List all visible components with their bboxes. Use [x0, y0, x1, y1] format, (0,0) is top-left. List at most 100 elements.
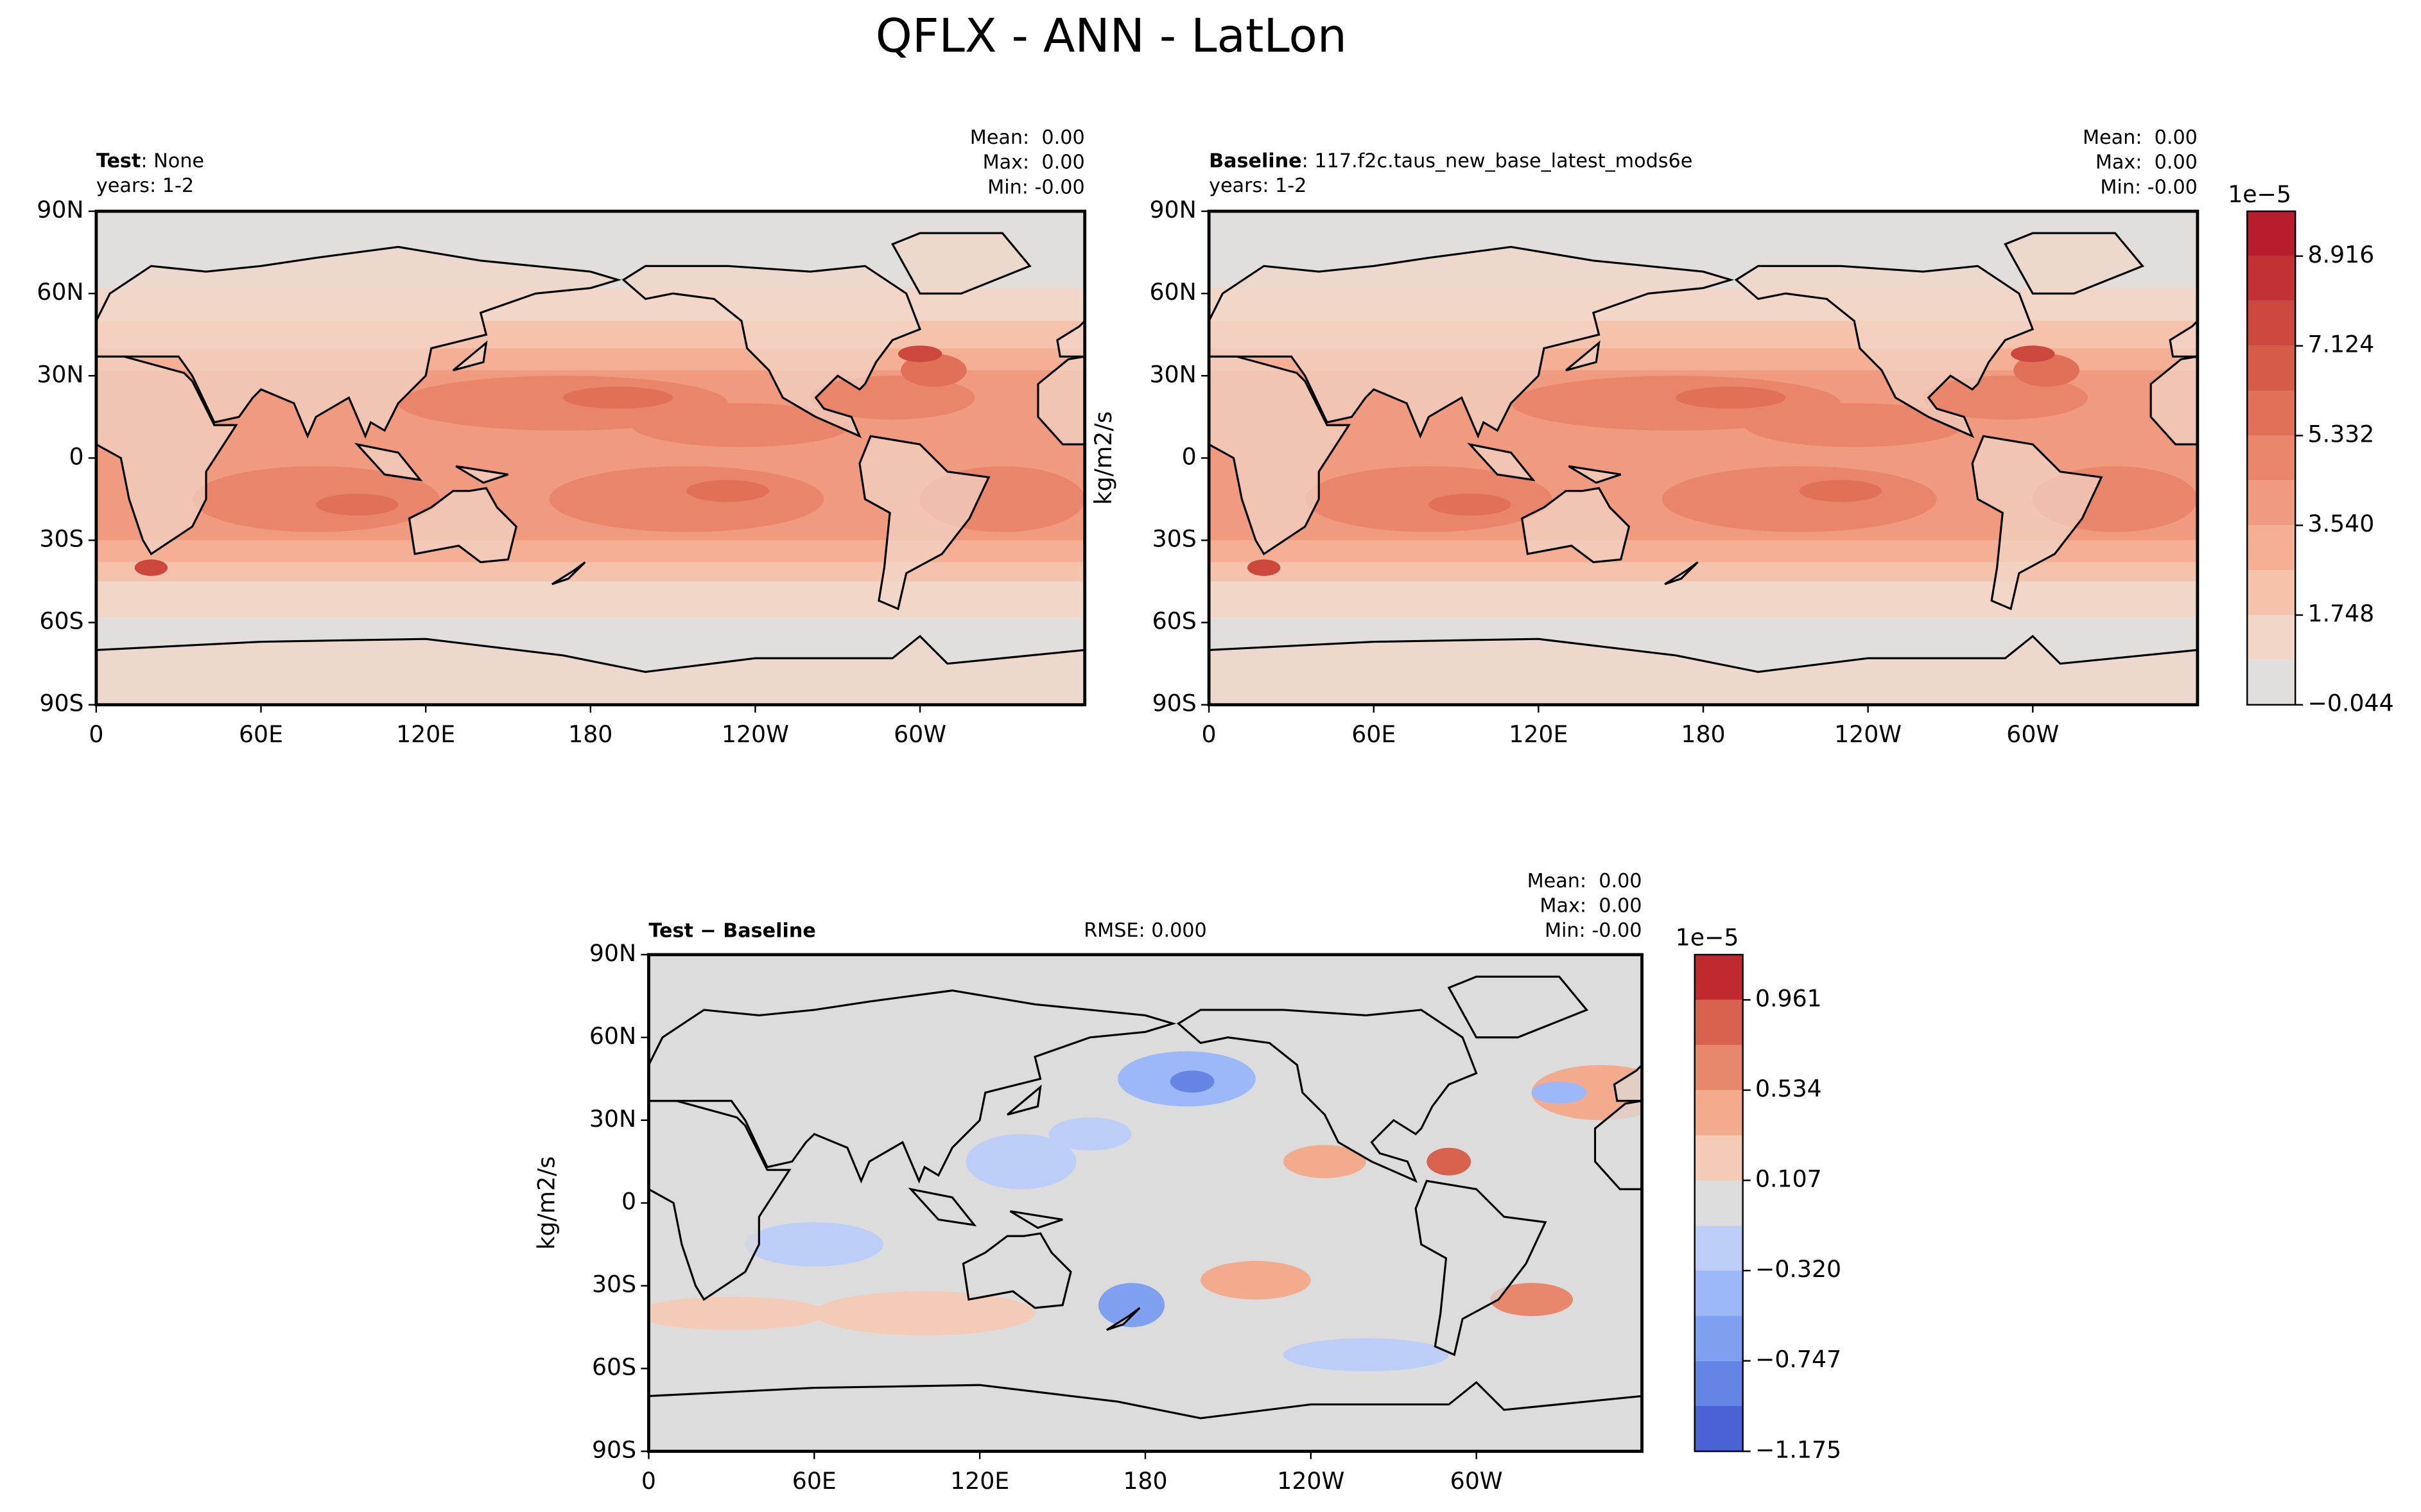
colorbar-band: [1694, 1406, 1743, 1452]
coastline: [1414, 1179, 1547, 1357]
coastline: [1037, 355, 1085, 446]
y-tick-label: 60N: [1149, 278, 1196, 306]
coastline: [648, 989, 1177, 1184]
x-tick-label: 60W: [2006, 720, 2059, 748]
field-blob: [1048, 1117, 1132, 1151]
x-tick-label: 120E: [396, 720, 455, 748]
colorbar-band: [2247, 525, 2296, 571]
x-tick-label: 0: [641, 1467, 656, 1495]
colorbar-tick-label: 5.332: [2308, 420, 2375, 448]
field-blob: [1170, 1070, 1215, 1093]
y-tick-label: 30S: [1152, 525, 1197, 552]
field-blob: [686, 480, 769, 502]
field-blob: [549, 466, 824, 532]
coastline: [354, 442, 423, 482]
colorbar-frame: [1694, 953, 1744, 1452]
field-blob: [1283, 1338, 1449, 1371]
coastline: [1971, 435, 2103, 611]
y-tick-label: 60N: [37, 278, 83, 306]
y-axis-label: kg/m2/s: [1089, 412, 1117, 505]
y-tick-label: 30N: [37, 360, 83, 388]
coastline: [1734, 265, 2035, 439]
panel-stat: Min: -0.00: [987, 176, 1085, 198]
field-blob: [745, 1222, 883, 1267]
panel-header: Baseline: 117.f2c.taus_new_base_latest_m…: [1209, 150, 1692, 172]
field-blob: [316, 493, 399, 516]
colorbar-tick-label: 0.107: [1755, 1165, 1822, 1192]
coastline: [2149, 355, 2198, 446]
x-tick-label: 60W: [894, 720, 946, 748]
field-blob: [1200, 1260, 1311, 1300]
field-blob: [1305, 466, 1552, 532]
coastline: [1467, 442, 1536, 482]
field-blob: [648, 1296, 828, 1330]
field-blob: [966, 1134, 1077, 1190]
field-blob: [1490, 1283, 1574, 1316]
coastline: [452, 340, 488, 372]
x-tick-label: 180: [1123, 1467, 1167, 1495]
panel-stat: Mean: 0.00: [1527, 870, 1642, 892]
coastline: [96, 246, 622, 439]
x-tick-label: 60E: [792, 1467, 837, 1495]
y-axis-label: kg/m2/s: [532, 1156, 560, 1250]
field-blob: [563, 387, 673, 409]
colorbar-band: [1694, 1000, 1743, 1045]
y-tick-label: 60S: [592, 1353, 636, 1381]
y-tick-label: 30N: [589, 1105, 636, 1133]
x-tick-label: 180: [568, 720, 612, 748]
colorbar-tick-label: 3.540: [2308, 510, 2375, 537]
colorbar-tick-label: −0.044: [2308, 690, 2394, 717]
colorbar-band: [2247, 570, 2296, 615]
y-tick-label: 30N: [1149, 360, 1196, 388]
field-blob: [1676, 387, 1786, 409]
colorbar-tick-label: 0.534: [1755, 1075, 1822, 1102]
field-blob: [1531, 1064, 1642, 1120]
colorbar-band: [1694, 1225, 1743, 1271]
field-blob: [1923, 376, 2088, 420]
field-blob: [192, 466, 440, 532]
coastline: [1593, 1100, 1642, 1190]
colorbar-tick-label: 1.748: [2308, 600, 2375, 627]
panel-subtitle: : None: [141, 150, 204, 172]
field-blob: [898, 345, 942, 362]
colorbar-offset: 1e−5: [2228, 180, 2291, 208]
y-tick-label: 90N: [37, 196, 83, 223]
map-field: [648, 954, 1642, 1452]
colorbar-tick-label: −1.175: [1755, 1436, 1841, 1463]
panel-header: Test: None: [96, 150, 204, 172]
colorbar-band: [1694, 1090, 1743, 1136]
field-blob: [1247, 559, 1281, 577]
y-tick-label: 0: [1182, 442, 1197, 470]
panel-stat: Mean: 0.00: [2083, 126, 2198, 149]
colorbar-tick-label: 0.961: [1755, 984, 1822, 1012]
field-blob: [1283, 1145, 1366, 1179]
panel-title: Test − Baseline: [648, 919, 815, 942]
coastline: [551, 561, 586, 586]
colorbar-tick-label: −0.320: [1755, 1255, 1841, 1283]
panel-rmse: RMSE: 0.000: [1084, 919, 1207, 942]
x-tick-label: 120W: [1834, 720, 1902, 748]
panel-stat: Min: -0.00: [1545, 919, 1642, 942]
field-blob: [2013, 354, 2079, 387]
colorbar-band: [1694, 1316, 1743, 1361]
coastline: [96, 634, 1085, 705]
panel-title: Test: [96, 150, 141, 172]
y-tick-label: 90S: [39, 690, 83, 717]
colorbar-frame: [2246, 210, 2296, 706]
colorbar-band: [2247, 390, 2296, 436]
colorbar-band: [1694, 1045, 1743, 1090]
coastline: [1613, 1063, 1642, 1102]
x-tick-label: 0: [89, 720, 103, 748]
colorbar-tick-label: 8.916: [2308, 241, 2375, 268]
y-tick-label: 60N: [589, 1022, 636, 1050]
field-blob: [1744, 403, 1965, 448]
y-tick-label: 90S: [1152, 690, 1197, 717]
coastline: [621, 265, 922, 439]
panel-stat: Max: 0.00: [2096, 152, 2198, 174]
colorbar-band: [1694, 1135, 1743, 1181]
colorbar-band: [2247, 480, 2296, 526]
field-blob: [1098, 1283, 1165, 1328]
x-tick-label: 120E: [1509, 720, 1568, 748]
colorbar-band: [2247, 256, 2296, 301]
